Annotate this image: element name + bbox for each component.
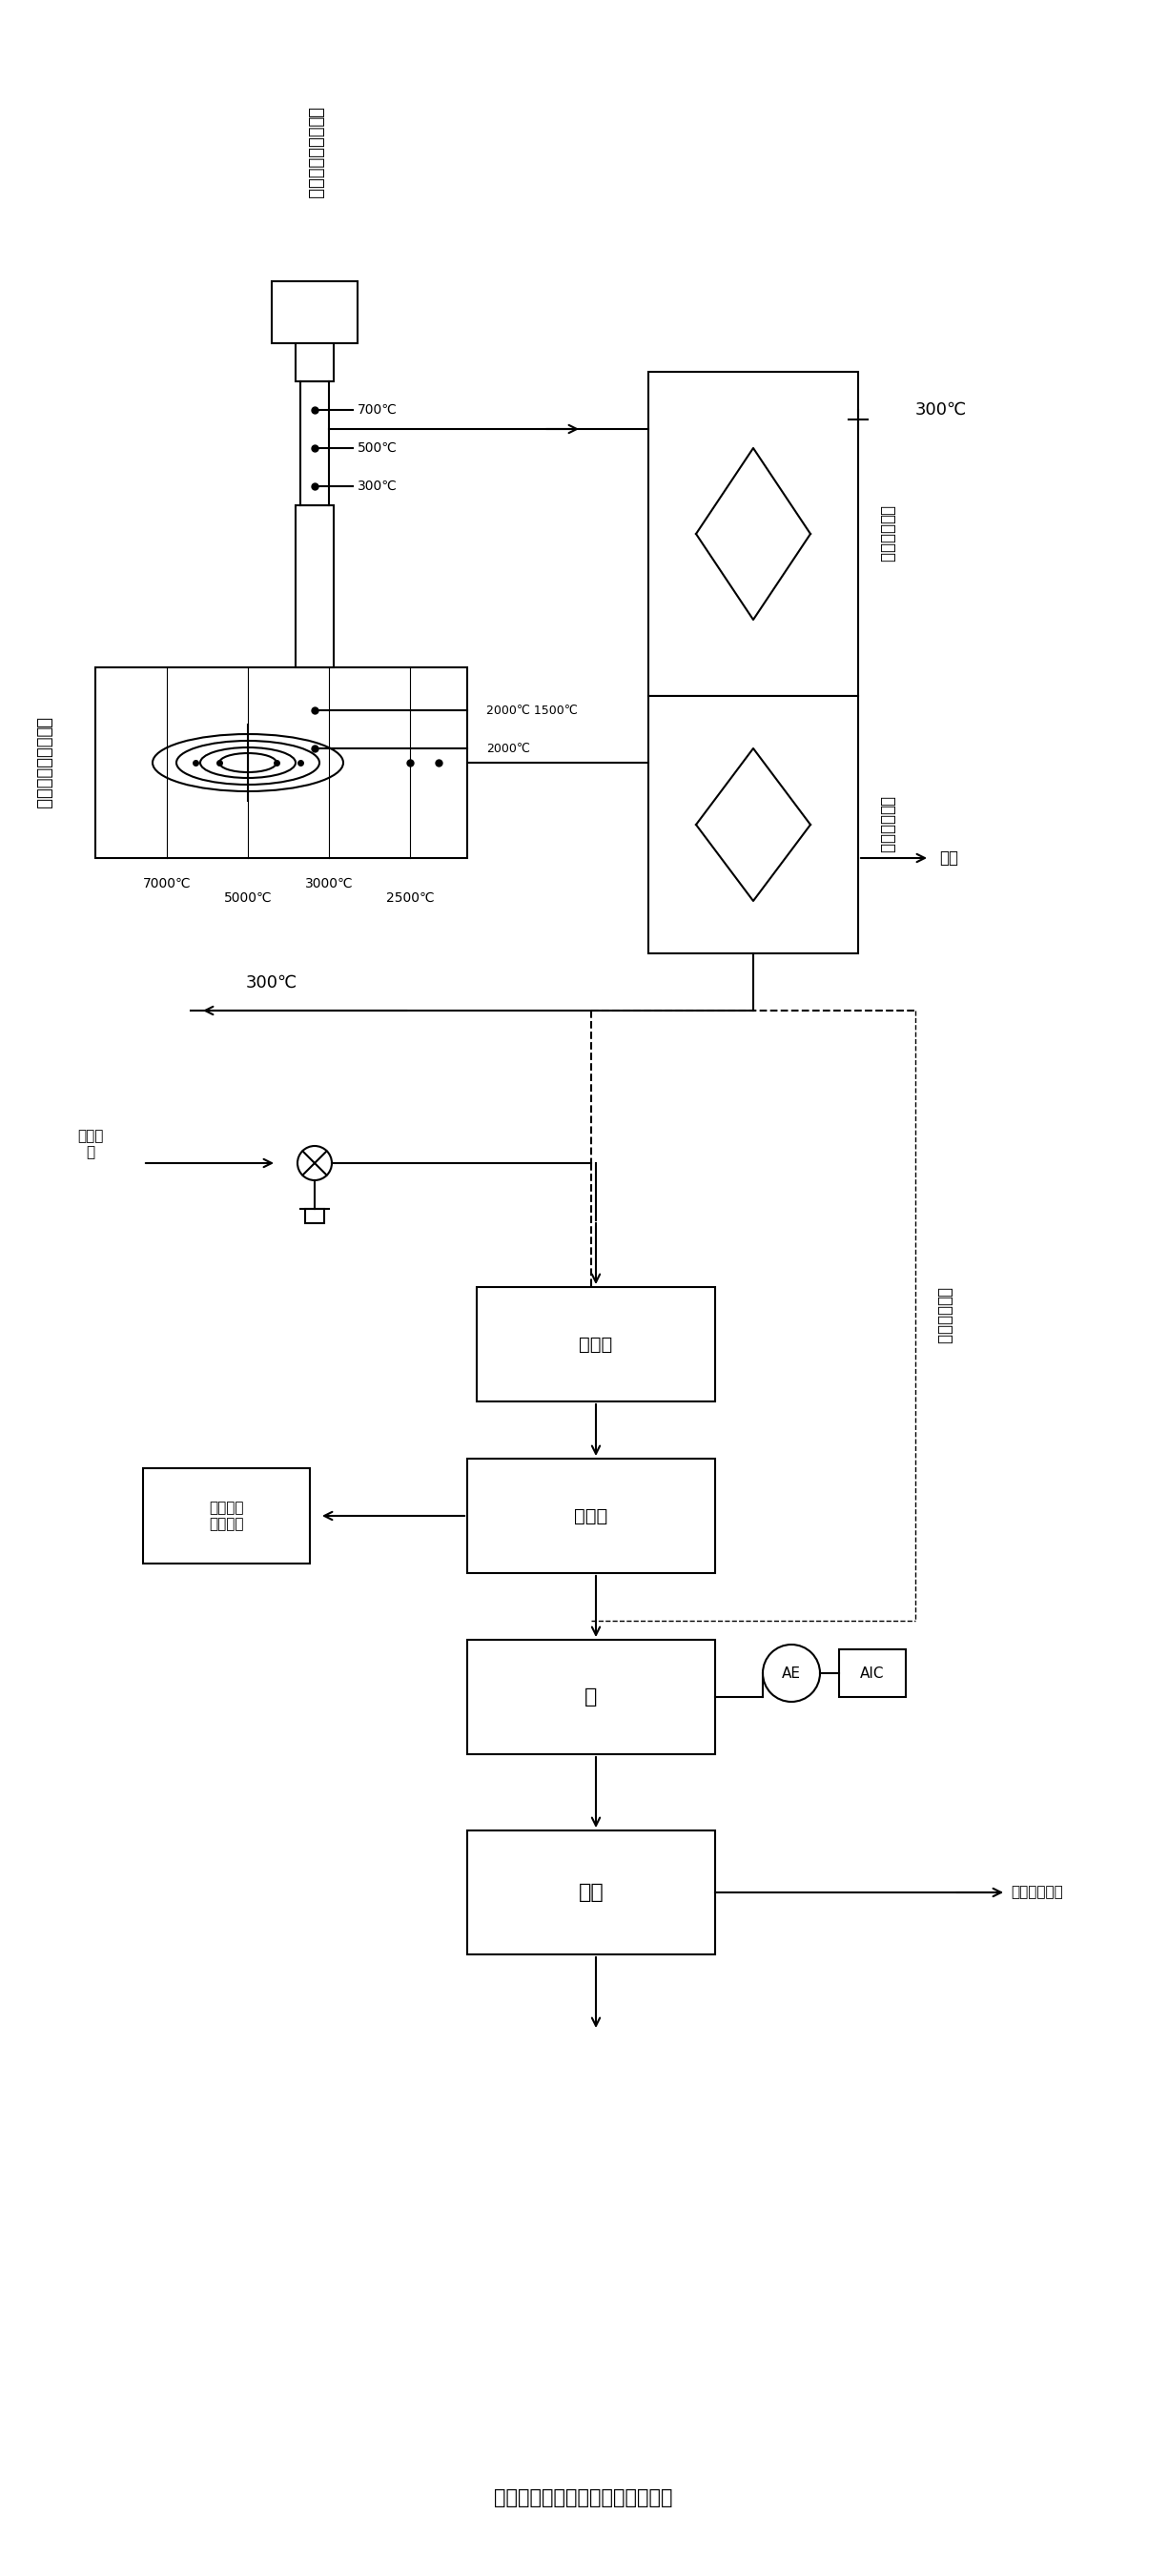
Text: 騿冷器: 騿冷器 (579, 1334, 613, 1352)
Text: 图章: 图章 (578, 1883, 604, 1901)
Circle shape (763, 1643, 820, 1703)
Bar (648, 696, 858, 953)
Text: 废液分析报告: 废液分析报告 (1010, 1886, 1063, 1899)
Bar (272, 281, 357, 343)
Text: AE: AE (781, 1667, 801, 1680)
Text: 水蒸气
入: 水蒸气 入 (77, 1128, 104, 1159)
Bar (839, 1649, 906, 1698)
Text: 管式裂解法处理实验室废液流程图: 管式裂解法处理实验室废液流程图 (494, 2488, 673, 2506)
Bar (467, 1641, 715, 1754)
Ellipse shape (220, 752, 277, 773)
Ellipse shape (200, 747, 296, 778)
Bar (96, 667, 467, 858)
Text: 7000℃: 7000℃ (142, 876, 192, 891)
Text: 烟气: 烟气 (939, 850, 958, 866)
Text: 熱能回收装置: 熱能回收装置 (878, 796, 896, 853)
Bar (467, 1458, 715, 1574)
Text: 700℃: 700℃ (357, 404, 397, 417)
Bar (467, 1832, 715, 1955)
Bar (648, 371, 858, 696)
Text: 燃烧回收装置: 燃烧回收装置 (936, 1288, 953, 1345)
Text: 5000℃: 5000℃ (224, 891, 272, 904)
Text: 中性废液
（排放）: 中性废液 （排放） (209, 1499, 243, 1530)
Text: 2500℃: 2500℃ (385, 891, 434, 904)
Ellipse shape (176, 742, 319, 786)
Text: 一次燃烧室及裂解炉: 一次燃烧室及裂解炉 (306, 106, 324, 198)
Bar (477, 1288, 715, 1401)
Bar (305, 1208, 325, 1224)
Text: 500℃: 500℃ (357, 440, 397, 456)
Text: 吸收器: 吸收器 (575, 1507, 609, 1525)
Text: 2000℃: 2000℃ (486, 742, 530, 755)
Text: 300℃: 300℃ (246, 974, 298, 992)
Text: 泵: 泵 (585, 1687, 598, 1705)
Bar (296, 343, 334, 381)
Text: 二次燃烧室及裂解炉: 二次燃烧室及裂解炉 (34, 716, 51, 809)
Text: 300℃: 300℃ (916, 402, 967, 417)
Bar (142, 1468, 310, 1564)
Text: 2000℃ 1500℃: 2000℃ 1500℃ (486, 703, 577, 716)
Ellipse shape (153, 734, 343, 791)
Text: AIC: AIC (861, 1667, 884, 1680)
Bar (296, 505, 334, 667)
Text: 3000℃: 3000℃ (305, 876, 353, 891)
Circle shape (298, 1146, 332, 1180)
Text: 熱能回收装置: 熱能回收装置 (878, 505, 896, 562)
Text: 300℃: 300℃ (357, 479, 397, 492)
